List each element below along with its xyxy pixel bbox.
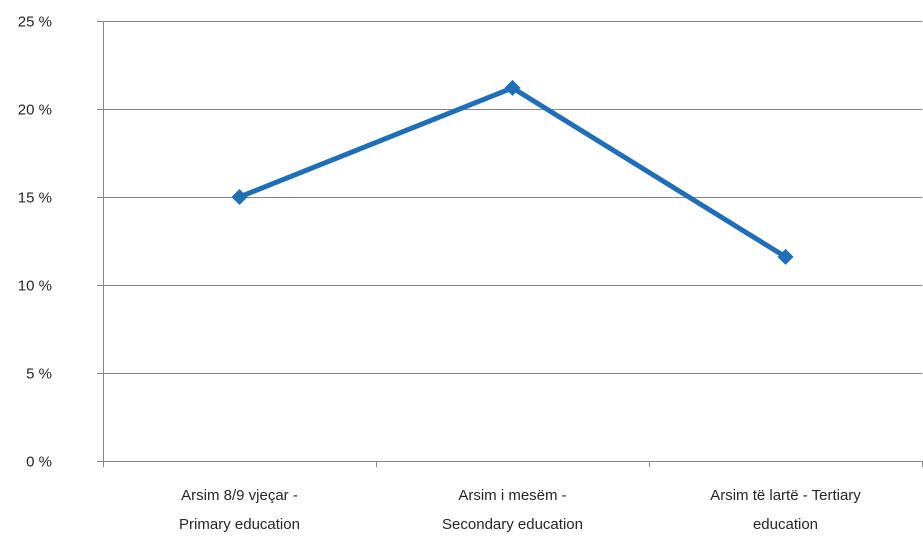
x-axis-category-labels: Arsim 8/9 vjeçar -Primary education Arsim… bbox=[179, 487, 861, 533]
data-point-marker bbox=[504, 79, 521, 96]
x-category-label: Arsim 8/9 vjeçar -Primary education bbox=[179, 487, 300, 533]
y-tick-label: 10 % bbox=[18, 278, 52, 295]
y-axis-tick-labels: 0 % 5 % 10 % 15 % 20 % 25 % bbox=[18, 14, 52, 471]
y-tick-label: 0 % bbox=[26, 454, 52, 471]
x-category-label: Arsim të lartë - Tertiary education bbox=[710, 487, 861, 533]
y-tick-label: 25 % bbox=[18, 14, 52, 31]
x-category-label: Arsim i mesëm -Secondary education bbox=[442, 487, 583, 533]
data-series bbox=[231, 79, 794, 265]
y-tick-label: 5 % bbox=[26, 366, 52, 383]
data-point-marker bbox=[777, 248, 794, 265]
y-tick-label: 15 % bbox=[18, 190, 52, 207]
series-line bbox=[237, 85, 788, 260]
gridlines bbox=[103, 21, 922, 374]
axes bbox=[97, 21, 923, 467]
y-tick-label: 20 % bbox=[18, 102, 52, 119]
data-point-marker bbox=[231, 189, 248, 205]
